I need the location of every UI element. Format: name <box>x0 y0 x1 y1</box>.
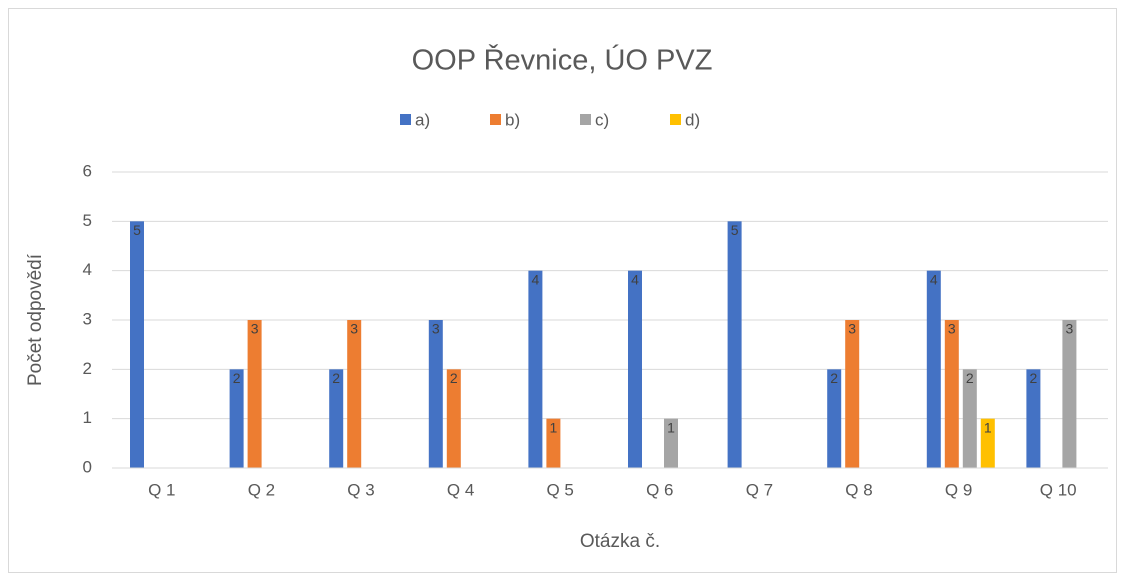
x-tick-label: Q 8 <box>845 480 872 499</box>
y-axis-title: Počet odpovědí <box>25 253 46 386</box>
x-tick-label: Q 5 <box>546 480 573 499</box>
data-label: 4 <box>532 271 540 287</box>
y-tick-label: 4 <box>83 260 92 279</box>
legend-swatch <box>580 114 591 125</box>
legend-label: a) <box>415 110 430 129</box>
data-label: 1 <box>667 419 675 435</box>
data-label: 2 <box>233 370 241 386</box>
legend-swatch <box>400 114 411 125</box>
bar <box>1026 369 1041 468</box>
legend-label: c) <box>595 110 609 129</box>
x-tick-label: Q 3 <box>347 480 374 499</box>
bar <box>727 221 742 468</box>
y-tick-label: 1 <box>83 408 92 427</box>
x-tick-label: Q 10 <box>1040 480 1077 499</box>
bar <box>428 320 443 468</box>
bar <box>628 270 642 468</box>
data-label: 3 <box>350 321 358 337</box>
x-tick-label: Q 2 <box>248 480 275 499</box>
data-label: 3 <box>432 321 440 337</box>
bar <box>229 369 244 468</box>
bar <box>130 221 144 468</box>
bar <box>247 320 262 468</box>
y-tick-label: 2 <box>83 359 92 378</box>
data-label: 2 <box>830 370 838 386</box>
x-tick-label: Q 1 <box>148 480 175 499</box>
data-label: 3 <box>1066 321 1074 337</box>
legend-swatch <box>490 114 501 125</box>
bar <box>944 320 959 468</box>
data-label: 1 <box>984 419 992 435</box>
y-tick-label: 0 <box>83 457 92 476</box>
data-label: 3 <box>848 321 856 337</box>
data-label: 2 <box>966 370 974 386</box>
bar <box>827 369 842 468</box>
bar <box>329 369 344 468</box>
bar <box>347 320 362 468</box>
legend-label: d) <box>685 110 700 129</box>
bar <box>546 418 561 468</box>
x-tick-label: Q 6 <box>646 480 673 499</box>
data-label: 5 <box>731 222 739 238</box>
legend-label: b) <box>505 110 520 129</box>
data-label: 2 <box>332 370 340 386</box>
y-tick-label: 5 <box>83 211 92 230</box>
chart-title: OOP Řevnice, ÚO PVZ <box>412 44 713 77</box>
bar <box>446 369 461 468</box>
data-label: 2 <box>450 370 458 386</box>
data-label: 3 <box>948 321 956 337</box>
data-label: 3 <box>251 321 259 337</box>
data-label: 1 <box>550 419 558 435</box>
bar <box>528 270 543 468</box>
y-tick-label: 3 <box>83 309 92 328</box>
x-tick-label: Q 4 <box>447 480 474 499</box>
legend-swatch <box>670 114 681 125</box>
bar <box>845 320 860 468</box>
bar <box>962 369 977 468</box>
data-label: 4 <box>631 271 639 287</box>
bar <box>664 418 678 468</box>
data-label: 4 <box>930 271 938 287</box>
data-label: 5 <box>133 222 141 238</box>
bar <box>926 270 941 468</box>
x-axis-title: Otázka č. <box>580 531 660 552</box>
x-tick-label: Q 9 <box>945 480 972 499</box>
data-label: 2 <box>1030 370 1038 386</box>
bar <box>980 418 995 468</box>
y-tick-label: 6 <box>83 161 92 180</box>
bar <box>1062 320 1077 468</box>
x-tick-label: Q 7 <box>746 480 773 499</box>
